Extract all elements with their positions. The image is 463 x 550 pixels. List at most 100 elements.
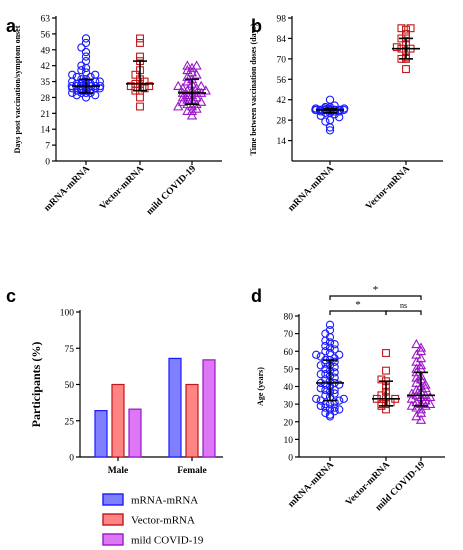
- panel-a-mrna-mrna-point: [76, 84, 85, 93]
- panel-a-vector-mrna-point: [136, 34, 144, 43]
- panel-d-mrna-mrna-point: [325, 338, 335, 347]
- panel-b-y-tick-label: 84: [277, 35, 287, 45]
- panel-a-y-axis-label: Days post vaccination/symptom onset: [13, 25, 22, 153]
- panel-d-vector-mrna-point: [377, 400, 386, 409]
- panel-a-y-tick-label: 42: [41, 62, 51, 72]
- panel-b-x-tick-label: mRNA-mRNA: [287, 164, 337, 214]
- panel-a-mild-covid-19-point: [173, 80, 184, 91]
- panel-a-mrna-mrna-point: [81, 34, 91, 43]
- panel-a-y-tick-label: 35: [41, 78, 51, 88]
- panel-b-vector-mrna-point: [392, 43, 401, 52]
- panel-d-vector-mrna-point: [377, 375, 386, 384]
- panel-d-significance-bracket: [329, 310, 387, 315]
- legend-swatch-mrna-mrna: [102, 493, 124, 506]
- panel-c-bar-mrna-mrna-male: [94, 410, 108, 458]
- panel-a-mild-covid-19-point: [182, 105, 193, 115]
- panel-a-mild-covid-19-point: [191, 60, 202, 70]
- panel-a-y-tick-label: 28: [41, 94, 51, 104]
- panel-b-x-tick-label: Vector-mRNA: [364, 164, 412, 212]
- panel-c-bar-vector-mrna-male: [111, 383, 125, 458]
- legend-label-mrna-mrna: mRNA-mRNA: [131, 495, 198, 507]
- panel-d-mild-covid-19-point: [411, 372, 422, 382]
- panel-a-mild-covid-19-point: [182, 60, 193, 70]
- panel-b-y-axis-label: Time between vaccination doses (days): [249, 23, 258, 155]
- panel-a-vector-mrna-point: [136, 52, 144, 61]
- panel-a-mrna-mrna-point: [81, 68, 91, 77]
- panel-c-bar-mild-covid-19-male: [128, 408, 142, 458]
- panel-d-mrna-mrna-point: [330, 345, 339, 354]
- panel-d-mrna-mrna-point: [316, 352, 325, 361]
- panel-a-mrna-mrna-point: [91, 91, 100, 100]
- panel-a-mild-covid-19-point: [177, 83, 188, 93]
- panel-a-mrna-mrna-point: [72, 72, 81, 82]
- panel-a-mrna-mrna-point: [81, 38, 91, 48]
- panel-a-mild-covid-19-point: [177, 92, 188, 102]
- panel-a-mrna-mrna-point: [77, 66, 86, 75]
- panel-d-vector-mrna-point: [382, 349, 390, 357]
- panel-a-mild-covid-19-point: [182, 94, 193, 104]
- panel-a-mild-covid-19-point: [182, 85, 193, 95]
- panel-a-mrna-mrna-point: [77, 79, 86, 88]
- panel-a-mrna-mrna-point: [77, 61, 86, 70]
- panel-d-y-tick-label: 20: [284, 418, 294, 428]
- panel-a-vector-mrna-point: [136, 39, 144, 47]
- panel-b-y-tick-label: 70: [277, 55, 287, 65]
- panel-b-y-tick-label: 14: [277, 137, 287, 147]
- panel-d-mrna-mrna-point: [312, 394, 321, 403]
- panel-a-mild-covid-19-point: [196, 80, 207, 91]
- panel-a-mild-covid-19-point: [200, 85, 211, 95]
- panel-d-y-tick-label: 80: [284, 313, 294, 323]
- panel-a-mrna-mrna-point: [81, 52, 91, 61]
- panel-d-significance-label: *: [373, 284, 379, 296]
- panel-a-mrna-mrna-point: [95, 77, 104, 86]
- panel-b-mrna-mrna-point: [325, 123, 335, 132]
- panel-a-mrna-mrna-point: [77, 43, 86, 52]
- panel-d-mrna-mrna-point: [330, 340, 339, 349]
- panel-a-mrna-mrna-point: [86, 72, 95, 82]
- panel-a-y-tick-label: 0: [45, 158, 50, 168]
- panel-a-mrna-mrna-point: [68, 88, 77, 98]
- panel-a-mild-covid-19-point: [177, 96, 188, 106]
- panel-a-mrna-mrna-point: [72, 91, 81, 100]
- panel-c-bar-mrna-mrna-female: [168, 357, 182, 458]
- panel-label-a: a: [6, 16, 17, 36]
- panel-a-vector-mrna-point: [136, 102, 144, 111]
- panel-d-mrna-mrna-point: [330, 373, 339, 382]
- panel-c-y-tick-label: 50: [65, 381, 75, 391]
- panel-b-mrna-mrna-point: [325, 126, 335, 135]
- legend-label-mild-covid-19: mild COVID-19: [131, 535, 204, 547]
- panel-a-mild-covid-19-point: [186, 101, 198, 111]
- panel-d-significance-label: *: [355, 299, 361, 311]
- panel-b-y-tick-label: 42: [277, 96, 287, 106]
- panel-d-y-tick-label: 0: [288, 454, 293, 464]
- panel-label-c: c: [6, 286, 16, 306]
- panel-a-mild-covid-19-point: [182, 76, 193, 86]
- panel-a-y-tick-label: 7: [45, 142, 50, 152]
- panel-a-y-tick-label: 14: [41, 126, 51, 136]
- panel-b-vector-mrna-point: [402, 30, 410, 39]
- panel-b-vector-mrna-point: [397, 24, 406, 33]
- panel-d-y-tick-label: 70: [284, 330, 294, 340]
- panel-d-mrna-mrna-point: [330, 407, 339, 416]
- panel-d-mrna-mrna-point: [316, 361, 325, 370]
- panel-a-mild-covid-19-point: [196, 96, 207, 106]
- panel-d-mrna-mrna-point: [325, 320, 335, 329]
- panel-a-vector-mrna-point: [126, 82, 135, 91]
- panel-a-mild-covid-19-point: [191, 92, 202, 102]
- panel-d-mrna-mrna-point: [330, 389, 339, 398]
- panel-b-mrna-mrna-point: [321, 117, 330, 126]
- panel-a-mrna-mrna-point: [81, 93, 91, 102]
- panel-d-y-tick-label: 30: [284, 401, 294, 411]
- panel-b-chart: 14 28 42 56 70 84 98 Time between vaccination d…: [249, 15, 443, 214]
- legend-swatch-mild-covid-19: [102, 533, 124, 546]
- panel-d-mrna-mrna-point: [330, 362, 339, 372]
- panel-a-mild-covid-19-point: [186, 67, 198, 77]
- panel-d-significance-bracket: [385, 310, 422, 315]
- panel-b-vector-mrna-point: [402, 25, 410, 34]
- panel-a-y-tick-label: 49: [41, 46, 51, 56]
- panel-d-mrna-mrna-point: [316, 370, 325, 379]
- panel-d-y-tick-label: 10: [284, 436, 294, 446]
- panel-a-vector-mrna-point: [136, 93, 144, 102]
- panel-a-mild-covid-19-point: [186, 62, 198, 72]
- panel-a-chart: 0 7 14 21 28 35 42 49 56 63 Days post vaccination/…: [13, 15, 222, 217]
